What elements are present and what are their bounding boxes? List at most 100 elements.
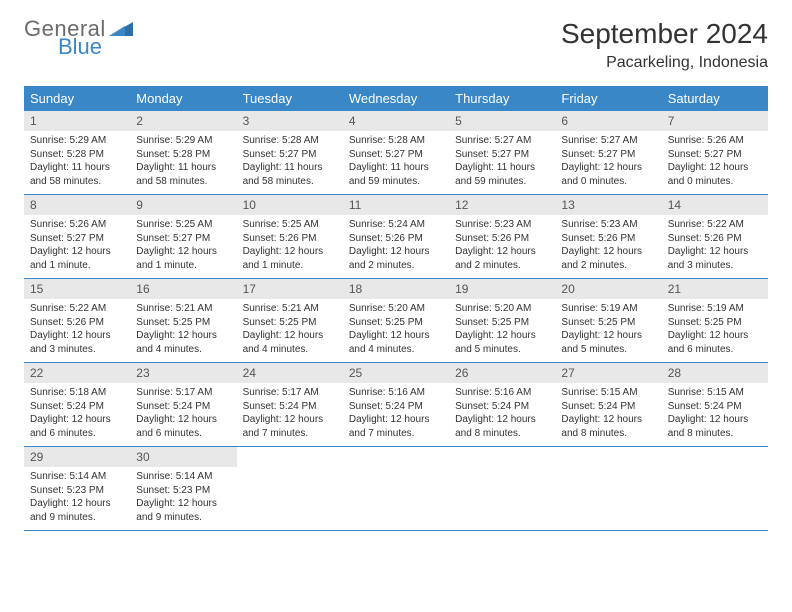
day-details: Sunrise: 5:17 AMSunset: 5:24 PMDaylight:…	[237, 383, 343, 446]
sunset-line: Sunset: 5:24 PM	[561, 400, 655, 414]
sunset-line: Sunset: 5:26 PM	[561, 232, 655, 246]
sunset-line: Sunset: 5:25 PM	[136, 316, 230, 330]
day-details: Sunrise: 5:26 AMSunset: 5:27 PMDaylight:…	[24, 215, 130, 278]
sunrise-line: Sunrise: 5:15 AM	[668, 386, 762, 400]
sunset-line: Sunset: 5:26 PM	[30, 316, 124, 330]
calendar-cell: 3Sunrise: 5:28 AMSunset: 5:27 PMDaylight…	[237, 111, 343, 195]
day-details: Sunrise: 5:29 AMSunset: 5:28 PMDaylight:…	[24, 131, 130, 194]
sunrise-line: Sunrise: 5:27 AM	[455, 134, 549, 148]
day-details: Sunrise: 5:19 AMSunset: 5:25 PMDaylight:…	[555, 299, 661, 362]
day-details: Sunrise: 5:21 AMSunset: 5:25 PMDaylight:…	[237, 299, 343, 362]
calendar-cell: 24Sunrise: 5:17 AMSunset: 5:24 PMDayligh…	[237, 363, 343, 447]
sunrise-line: Sunrise: 5:28 AM	[349, 134, 443, 148]
calendar-cell: 15Sunrise: 5:22 AMSunset: 5:26 PMDayligh…	[24, 279, 130, 363]
calendar-body: 1Sunrise: 5:29 AMSunset: 5:28 PMDaylight…	[24, 111, 768, 531]
sunrise-line: Sunrise: 5:21 AM	[243, 302, 337, 316]
sunrise-line: Sunrise: 5:15 AM	[561, 386, 655, 400]
calendar-cell: 6Sunrise: 5:27 AMSunset: 5:27 PMDaylight…	[555, 111, 661, 195]
logo: General Blue	[24, 18, 133, 58]
calendar-table: SundayMondayTuesdayWednesdayThursdayFrid…	[24, 86, 768, 531]
sunrise-line: Sunrise: 5:29 AM	[136, 134, 230, 148]
calendar-cell: 14Sunrise: 5:22 AMSunset: 5:26 PMDayligh…	[662, 195, 768, 279]
sunset-line: Sunset: 5:26 PM	[243, 232, 337, 246]
calendar-cell	[343, 447, 449, 531]
calendar-cell: 5Sunrise: 5:27 AMSunset: 5:27 PMDaylight…	[449, 111, 555, 195]
daylight-line: Daylight: 11 hours and 58 minutes.	[243, 161, 337, 188]
sunset-line: Sunset: 5:27 PM	[30, 232, 124, 246]
sunrise-line: Sunrise: 5:26 AM	[668, 134, 762, 148]
day-details: Sunrise: 5:28 AMSunset: 5:27 PMDaylight:…	[237, 131, 343, 194]
sunrise-line: Sunrise: 5:27 AM	[561, 134, 655, 148]
sunset-line: Sunset: 5:23 PM	[30, 484, 124, 498]
daylight-line: Daylight: 12 hours and 3 minutes.	[30, 329, 124, 356]
day-number: 20	[555, 279, 661, 299]
day-details: Sunrise: 5:15 AMSunset: 5:24 PMDaylight:…	[662, 383, 768, 446]
weekday-header-row: SundayMondayTuesdayWednesdayThursdayFrid…	[24, 86, 768, 111]
day-number: 12	[449, 195, 555, 215]
day-number: 15	[24, 279, 130, 299]
calendar-week-row: 15Sunrise: 5:22 AMSunset: 5:26 PMDayligh…	[24, 279, 768, 363]
day-number: 29	[24, 447, 130, 467]
day-details: Sunrise: 5:23 AMSunset: 5:26 PMDaylight:…	[449, 215, 555, 278]
title-block: September 2024 Pacarkeling, Indonesia	[561, 18, 768, 72]
sunrise-line: Sunrise: 5:25 AM	[243, 218, 337, 232]
calendar-cell: 16Sunrise: 5:21 AMSunset: 5:25 PMDayligh…	[130, 279, 236, 363]
calendar-cell: 20Sunrise: 5:19 AMSunset: 5:25 PMDayligh…	[555, 279, 661, 363]
sunrise-line: Sunrise: 5:24 AM	[349, 218, 443, 232]
calendar-cell: 25Sunrise: 5:16 AMSunset: 5:24 PMDayligh…	[343, 363, 449, 447]
calendar-cell: 2Sunrise: 5:29 AMSunset: 5:28 PMDaylight…	[130, 111, 236, 195]
day-details: Sunrise: 5:28 AMSunset: 5:27 PMDaylight:…	[343, 131, 449, 194]
sunset-line: Sunset: 5:25 PM	[349, 316, 443, 330]
sunrise-line: Sunrise: 5:14 AM	[136, 470, 230, 484]
daylight-line: Daylight: 12 hours and 8 minutes.	[668, 413, 762, 440]
sunrise-line: Sunrise: 5:21 AM	[136, 302, 230, 316]
calendar-cell: 13Sunrise: 5:23 AMSunset: 5:26 PMDayligh…	[555, 195, 661, 279]
sunset-line: Sunset: 5:24 PM	[455, 400, 549, 414]
sunrise-line: Sunrise: 5:14 AM	[30, 470, 124, 484]
daylight-line: Daylight: 12 hours and 0 minutes.	[561, 161, 655, 188]
calendar-cell: 30Sunrise: 5:14 AMSunset: 5:23 PMDayligh…	[130, 447, 236, 531]
sunrise-line: Sunrise: 5:20 AM	[349, 302, 443, 316]
day-number: 23	[130, 363, 236, 383]
day-number: 30	[130, 447, 236, 467]
calendar-cell: 23Sunrise: 5:17 AMSunset: 5:24 PMDayligh…	[130, 363, 236, 447]
day-number: 24	[237, 363, 343, 383]
day-number: 19	[449, 279, 555, 299]
day-number: 3	[237, 111, 343, 131]
daylight-line: Daylight: 12 hours and 4 minutes.	[243, 329, 337, 356]
day-details: Sunrise: 5:16 AMSunset: 5:24 PMDaylight:…	[343, 383, 449, 446]
sunset-line: Sunset: 5:25 PM	[668, 316, 762, 330]
sunset-line: Sunset: 5:23 PM	[136, 484, 230, 498]
sunrise-line: Sunrise: 5:23 AM	[455, 218, 549, 232]
day-number: 25	[343, 363, 449, 383]
weekday-header: Sunday	[24, 86, 130, 111]
day-details: Sunrise: 5:18 AMSunset: 5:24 PMDaylight:…	[24, 383, 130, 446]
day-number: 14	[662, 195, 768, 215]
day-number: 11	[343, 195, 449, 215]
calendar-cell: 1Sunrise: 5:29 AMSunset: 5:28 PMDaylight…	[24, 111, 130, 195]
calendar-cell: 7Sunrise: 5:26 AMSunset: 5:27 PMDaylight…	[662, 111, 768, 195]
calendar-cell: 21Sunrise: 5:19 AMSunset: 5:25 PMDayligh…	[662, 279, 768, 363]
calendar-cell: 26Sunrise: 5:16 AMSunset: 5:24 PMDayligh…	[449, 363, 555, 447]
sunrise-line: Sunrise: 5:23 AM	[561, 218, 655, 232]
calendar-cell: 17Sunrise: 5:21 AMSunset: 5:25 PMDayligh…	[237, 279, 343, 363]
calendar-week-row: 8Sunrise: 5:26 AMSunset: 5:27 PMDaylight…	[24, 195, 768, 279]
day-number: 5	[449, 111, 555, 131]
sunset-line: Sunset: 5:28 PM	[30, 148, 124, 162]
day-number: 9	[130, 195, 236, 215]
sunset-line: Sunset: 5:27 PM	[561, 148, 655, 162]
weekday-header: Thursday	[449, 86, 555, 111]
sunrise-line: Sunrise: 5:26 AM	[30, 218, 124, 232]
day-details: Sunrise: 5:26 AMSunset: 5:27 PMDaylight:…	[662, 131, 768, 194]
day-details: Sunrise: 5:22 AMSunset: 5:26 PMDaylight:…	[24, 299, 130, 362]
calendar-cell: 18Sunrise: 5:20 AMSunset: 5:25 PMDayligh…	[343, 279, 449, 363]
sunrise-line: Sunrise: 5:19 AM	[668, 302, 762, 316]
day-details: Sunrise: 5:27 AMSunset: 5:27 PMDaylight:…	[555, 131, 661, 194]
sunrise-line: Sunrise: 5:20 AM	[455, 302, 549, 316]
sunrise-line: Sunrise: 5:25 AM	[136, 218, 230, 232]
weekday-header: Tuesday	[237, 86, 343, 111]
daylight-line: Daylight: 12 hours and 2 minutes.	[349, 245, 443, 272]
sunset-line: Sunset: 5:24 PM	[349, 400, 443, 414]
day-details: Sunrise: 5:20 AMSunset: 5:25 PMDaylight:…	[343, 299, 449, 362]
weekday-header: Saturday	[662, 86, 768, 111]
